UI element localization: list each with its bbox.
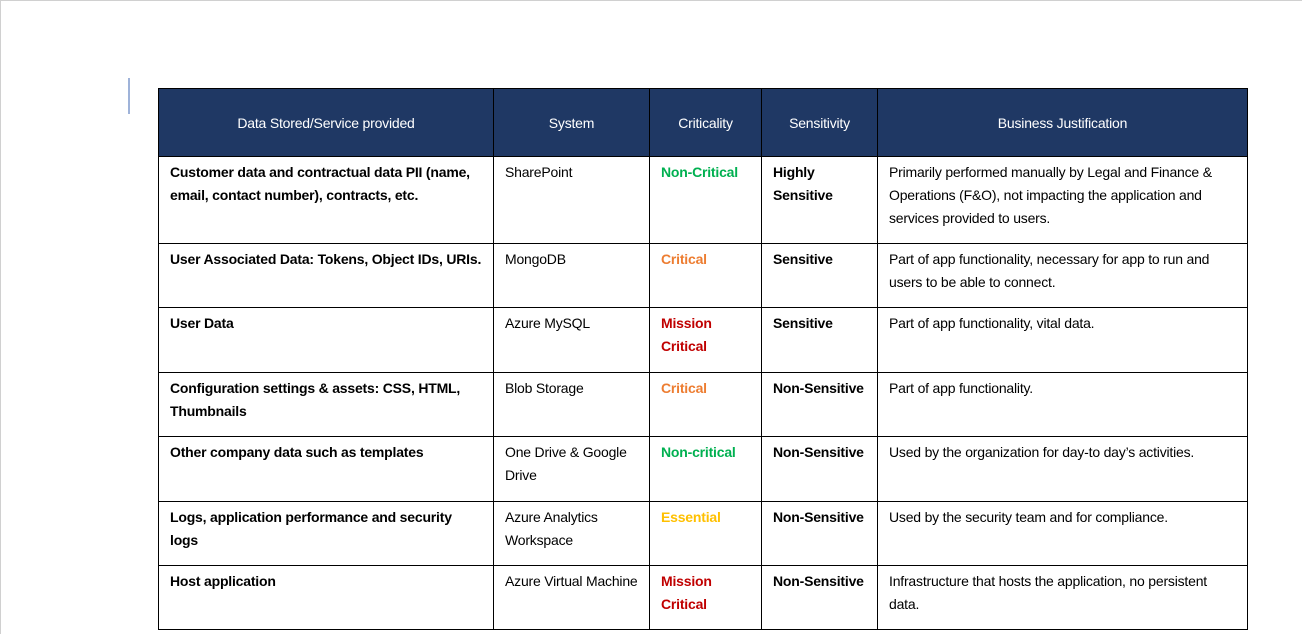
table-cell: SharePoint <box>493 156 650 244</box>
table-cell: Used by the organization for day-to day’… <box>877 436 1248 502</box>
table-cell: Primarily performed manually by Legal an… <box>877 156 1248 244</box>
table-cell: Part of app functionality. <box>877 372 1248 437</box>
table-cell: Critical <box>649 372 762 437</box>
table-cell: Non-Sensitive <box>761 565 878 630</box>
table-cell: Logs, application performance and securi… <box>158 501 494 566</box>
table-header: Data Stored/Service provided System Critic… <box>158 88 1248 157</box>
header-row: Data Stored/Service provided System Critic… <box>158 88 1248 157</box>
table-body: Customer data and contractual data PII (… <box>158 156 1248 630</box>
table-cell: Sensitive <box>761 307 878 373</box>
column-header: System <box>493 88 650 157</box>
table-cell: Azure MySQL <box>493 307 650 373</box>
table-cell: Host application <box>158 565 494 630</box>
table-row: Logs, application performance and securi… <box>158 501 1248 566</box>
table-cell: Non-Critical <box>649 156 762 244</box>
table-cell: Highly Sensitive <box>761 156 878 244</box>
table-cell: Used by the security team and for compli… <box>877 501 1248 566</box>
table-cell: Non-Sensitive <box>761 436 878 502</box>
table-row: Configuration settings & assets: CSS, HT… <box>158 372 1248 437</box>
table-cell: Mission Critical <box>649 565 762 630</box>
table-row: Host application Azure Virtual Machine Mis… <box>158 565 1248 630</box>
table-cell: Essential <box>649 501 762 566</box>
table-cell: Blob Storage <box>493 372 650 437</box>
table-cell: Part of app functionality, vital data. <box>877 307 1248 373</box>
table-row: User Associated Data: Tokens, Object IDs… <box>158 243 1248 308</box>
column-header: Sensitivity <box>761 88 878 157</box>
table-cell: User Data <box>158 307 494 373</box>
table-cell: Non-critical <box>649 436 762 502</box>
table-cell: Azure Analytics Workspace <box>493 501 650 566</box>
table-cell: Configuration settings & assets: CSS, HT… <box>158 372 494 437</box>
table-row: Other company data such as templates One … <box>158 436 1248 502</box>
text-cursor <box>128 78 130 114</box>
table-cell: Non-Sensitive <box>761 501 878 566</box>
table-cell: User Associated Data: Tokens, Object IDs… <box>158 243 494 308</box>
table-cell: Customer data and contractual data PII (… <box>158 156 494 244</box>
table-row: User Data Azure MySQL Mission Critical Sens… <box>158 307 1248 373</box>
table-cell: Other company data such as templates <box>158 436 494 502</box>
table-cell: Part of app functionality, necessary for… <box>877 243 1248 308</box>
column-header: Business Justification <box>877 88 1248 157</box>
table-cell: One Drive & Google Drive <box>493 436 650 502</box>
column-header: Criticality <box>649 88 762 157</box>
table-cell: Non-Sensitive <box>761 372 878 437</box>
data-table: Data Stored/Service provided System Critic… <box>158 88 1248 630</box>
column-header: Data Stored/Service provided <box>158 88 494 157</box>
table-cell: Infrastructure that hosts the applicatio… <box>877 565 1248 630</box>
table-cell: Mission Critical <box>649 307 762 373</box>
table-cell: Critical <box>649 243 762 308</box>
table-cell: MongoDB <box>493 243 650 308</box>
table-cell: Azure Virtual Machine <box>493 565 650 630</box>
table-row: Customer data and contractual data PII (… <box>158 156 1248 244</box>
table-cell: Sensitive <box>761 243 878 308</box>
